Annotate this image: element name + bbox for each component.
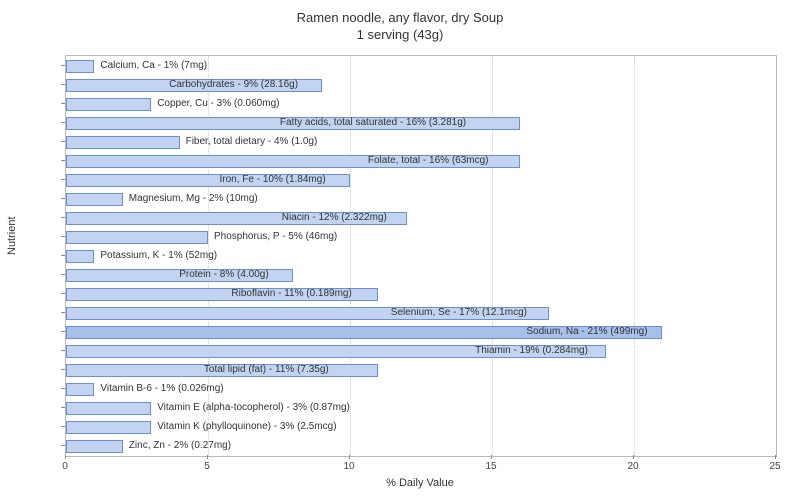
- nutrient-bar-label: Riboflavin - 11% (0.189mg): [231, 288, 351, 299]
- nutrient-bar-label: Fatty acids, total saturated - 16% (3.28…: [280, 117, 466, 128]
- nutrient-bar-label: Phosphorus, P - 5% (46mg): [214, 231, 337, 242]
- y-tick-mark: [61, 407, 65, 408]
- y-tick-mark: [61, 65, 65, 66]
- y-tick-mark: [61, 293, 65, 294]
- x-tick-mark: [633, 455, 634, 459]
- y-tick-mark: [61, 426, 65, 427]
- nutrient-bar: [66, 402, 151, 415]
- y-tick-mark: [61, 331, 65, 332]
- x-tick-label: 5: [192, 461, 222, 472]
- nutrient-bar: [66, 383, 94, 396]
- nutrient-bar-label: Zinc, Zn - 2% (0.27mg): [129, 440, 231, 451]
- nutrient-bar-label: Iron, Fe - 10% (1.84mg): [220, 174, 326, 185]
- nutrient-bar: [66, 250, 94, 263]
- y-tick-mark: [61, 236, 65, 237]
- x-tick-label: 25: [760, 461, 790, 472]
- nutrient-bar-label: Copper, Cu - 3% (0.060mg): [157, 98, 279, 109]
- x-tick-mark: [491, 455, 492, 459]
- nutrient-bar: [66, 193, 123, 206]
- nutrient-bar-label: Folate, total - 16% (63mcg): [368, 155, 489, 166]
- nutrient-bar: [66, 440, 123, 453]
- nutrient-bar-label: Potassium, K - 1% (52mg): [100, 250, 217, 261]
- y-tick-mark: [61, 312, 65, 313]
- y-tick-mark: [61, 274, 65, 275]
- y-axis-label: Nutrient: [6, 216, 18, 255]
- plot-area: Calcium, Ca - 1% (7mg) Carbohydrates - 9%…: [65, 55, 777, 457]
- nutrient-bar-label: Vitamin K (phylloquinone) - 3% (2.5mcg): [157, 421, 336, 432]
- nutrient-bar-label: Fiber, total dietary - 4% (1.0g): [186, 136, 318, 147]
- nutrient-bar-label: Vitamin B-6 - 1% (0.026mg): [100, 383, 223, 394]
- y-tick-mark: [61, 198, 65, 199]
- nutrient-bar-label: Total lipid (fat) - 11% (7.35g): [204, 364, 329, 375]
- x-tick-mark: [775, 455, 776, 459]
- nutrient-bar-label: Protein - 8% (4.00g): [179, 269, 269, 280]
- nutrient-bar: [66, 421, 151, 434]
- y-tick-mark: [61, 141, 65, 142]
- y-tick-mark: [61, 255, 65, 256]
- x-gridline: [634, 56, 635, 456]
- nutrient-bar-label: Sodium, Na - 21% (499mg): [526, 326, 647, 337]
- nutrient-bar-label: Niacin - 12% (2.322mg): [282, 212, 387, 223]
- nutrient-bar-label: Vitamin E (alpha-tocopherol) - 3% (0.87m…: [157, 402, 350, 413]
- x-tick-label: 0: [50, 461, 80, 472]
- y-tick-mark: [61, 369, 65, 370]
- nutrient-bar: [66, 136, 180, 149]
- nutrient-bar-label: Selenium, Se - 17% (12.1mcg): [391, 307, 527, 318]
- nutrient-bar: [66, 231, 208, 244]
- y-tick-mark: [61, 160, 65, 161]
- y-tick-mark: [61, 103, 65, 104]
- chart-title-line1: Ramen noodle, any flavor, dry Soup: [0, 10, 800, 25]
- y-tick-mark: [61, 84, 65, 85]
- y-tick-mark: [61, 388, 65, 389]
- nutrient-bar-label: Thiamin - 19% (0.284mg): [475, 345, 588, 356]
- x-tick-label: 20: [618, 461, 648, 472]
- x-tick-mark: [65, 455, 66, 459]
- x-tick-mark: [207, 455, 208, 459]
- nutrient-bar: [66, 98, 151, 111]
- x-tick-label: 15: [476, 461, 506, 472]
- nutrient-bar-label: Carbohydrates - 9% (28.16g): [169, 79, 298, 90]
- y-tick-mark: [61, 179, 65, 180]
- y-tick-mark: [61, 122, 65, 123]
- nutrient-bar-label: Calcium, Ca - 1% (7mg): [100, 60, 207, 71]
- x-axis-label: % Daily Value: [65, 477, 775, 489]
- chart-container: { "chart": { "type": "bar-horizontal", "…: [0, 0, 800, 500]
- y-tick-mark: [61, 217, 65, 218]
- y-tick-mark: [61, 350, 65, 351]
- chart-title-line2: 1 serving (43g): [0, 27, 800, 42]
- x-tick-mark: [349, 455, 350, 459]
- nutrient-bar-label: Magnesium, Mg - 2% (10mg): [129, 193, 258, 204]
- x-tick-label: 10: [334, 461, 364, 472]
- nutrient-bar: [66, 60, 94, 73]
- y-tick-mark: [61, 445, 65, 446]
